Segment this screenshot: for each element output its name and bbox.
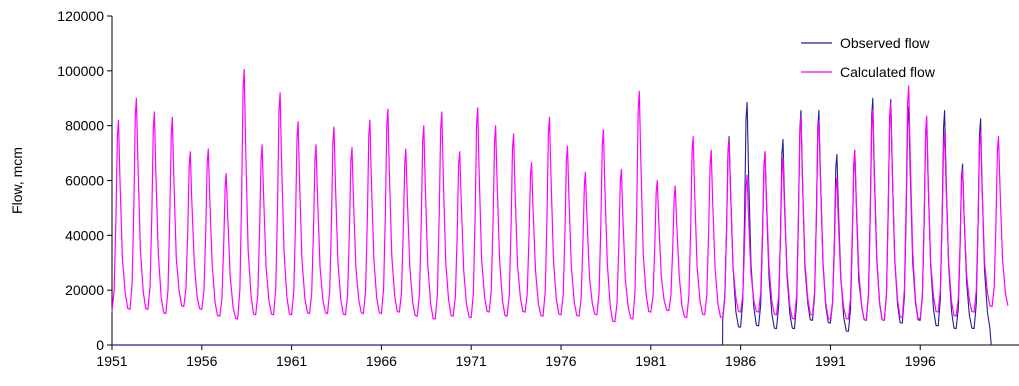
calculated-flow-line xyxy=(111,68,1009,323)
x-tick-label: 1976 xyxy=(545,353,576,369)
x-tick-label: 1986 xyxy=(725,353,756,369)
x-tick-label: 1951 xyxy=(96,353,127,369)
y-tick-label: 120000 xyxy=(57,8,104,24)
x-tick-label: 1971 xyxy=(456,353,487,369)
x-axis: 1951 1956 1961 1966 1971 1976 1981 1986 1991 1996 xyxy=(96,344,1019,369)
x-tick-label: 1981 xyxy=(635,353,666,369)
x-tick-label: 1991 xyxy=(815,353,846,369)
y-tick-label: 80000 xyxy=(65,118,104,134)
x-tick-label: 1961 xyxy=(276,353,307,369)
y-tick-label: 60000 xyxy=(65,173,104,189)
y-tick-label: 20000 xyxy=(65,282,104,298)
legend-label-calculated: Calculated flow xyxy=(840,64,936,80)
legend: Observed flow Calculated flow xyxy=(801,35,936,80)
series-lines xyxy=(111,68,1009,346)
y-tick-label: 0 xyxy=(96,337,104,353)
y-tick-label: 40000 xyxy=(65,227,104,243)
x-tick-label: 1956 xyxy=(186,353,217,369)
x-tick-label: 1966 xyxy=(366,353,397,369)
y-axis: 0 20000 40000 60000 80000 100000 120000 xyxy=(57,8,113,353)
legend-label-observed: Observed flow xyxy=(840,35,930,51)
y-axis-title: Flow, mcm xyxy=(9,147,25,214)
y-tick-label: 100000 xyxy=(57,63,104,79)
x-tick-label: 1996 xyxy=(905,353,936,369)
